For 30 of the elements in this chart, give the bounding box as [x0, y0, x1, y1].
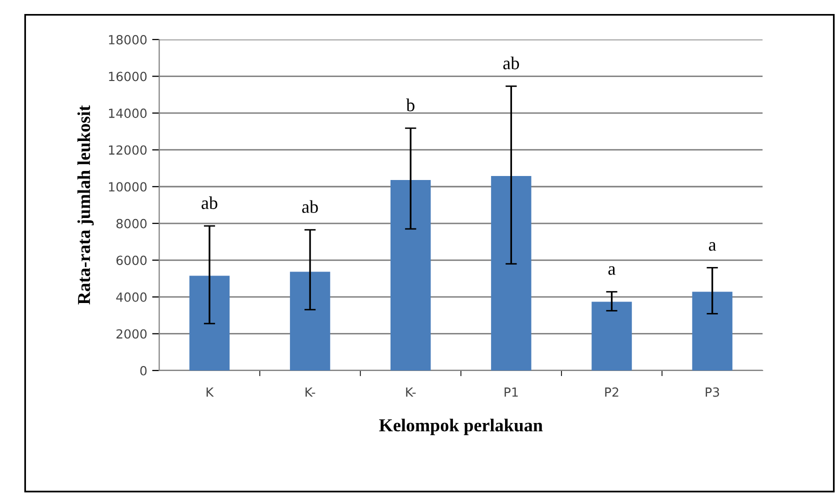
x-tick-label: K- — [406, 388, 416, 397]
y-axis-title: Rata-rata jumlah leukosit — [77, 105, 94, 305]
y-tick-label: 14000 — [109, 108, 147, 118]
y-tick-label: 4000 — [116, 292, 147, 302]
annotation: a — [608, 266, 616, 275]
y-tick-label: 16000 — [109, 72, 147, 82]
annotation: ab — [503, 56, 520, 70]
x-axis-title: Kelompok perlakuan — [379, 418, 543, 436]
y-tick-label: 0 — [140, 366, 147, 376]
y-tick-label: 2000 — [116, 329, 147, 339]
bar — [491, 176, 532, 370]
annotation: a — [708, 242, 716, 251]
y-tick-label: 10000 — [109, 182, 147, 192]
annotation: ab — [302, 200, 318, 213]
y-tick-label: 8000 — [116, 218, 147, 228]
y-tick-label: 12000 — [109, 145, 147, 155]
x-tick-label: K — [206, 388, 214, 397]
annotation: ab — [202, 196, 218, 210]
bar — [390, 180, 431, 370]
x-tick-label: P3 — [706, 387, 720, 397]
y-tick-label: 18000 — [109, 34, 147, 44]
x-tick-label: P1 — [504, 388, 518, 397]
bar — [290, 272, 330, 370]
x-tick-label: P2 — [605, 387, 618, 397]
bar — [189, 276, 230, 370]
x-tick-label: K- — [306, 388, 316, 397]
bar — [692, 292, 732, 370]
bar — [592, 302, 632, 370]
annotation: b — [406, 98, 414, 112]
y-tick-label: 6000 — [116, 256, 147, 266]
